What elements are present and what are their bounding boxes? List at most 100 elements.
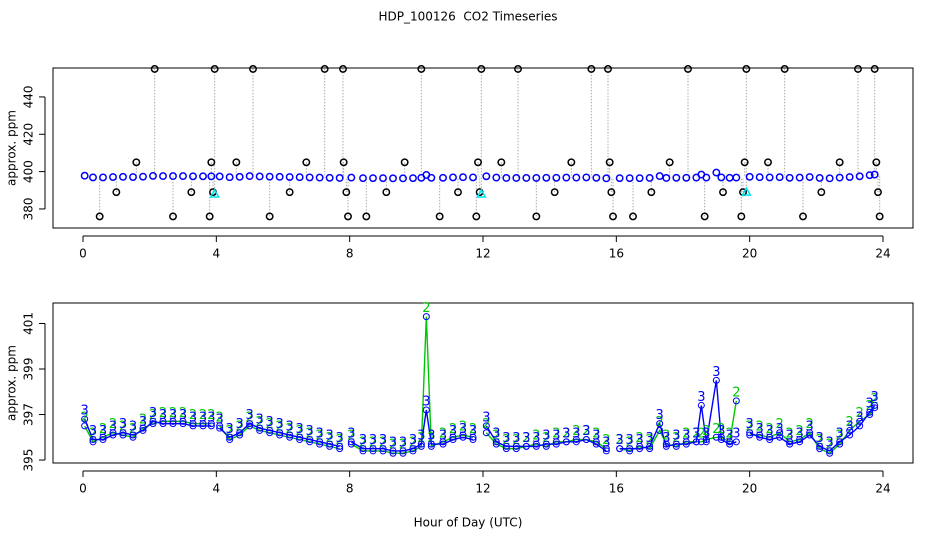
point <box>835 173 844 182</box>
point <box>249 64 257 73</box>
point-symbol: 2 <box>469 422 477 437</box>
point <box>854 64 862 73</box>
point <box>572 436 580 444</box>
x-axis-label: Hour of Day (UTC) <box>414 516 523 530</box>
point-symbol: 3 <box>469 424 477 439</box>
point <box>629 212 637 221</box>
point-symbol: 3 <box>256 413 264 428</box>
point <box>469 433 477 441</box>
point <box>119 431 127 439</box>
point-symbol: 3 <box>246 408 254 423</box>
point <box>417 442 425 450</box>
point-symbol: 3 <box>179 408 187 423</box>
x-tick-label: 8 <box>346 247 354 261</box>
point <box>870 64 879 73</box>
point-symbol: 3 <box>409 433 417 448</box>
point <box>326 442 334 450</box>
point-symbol: 3 <box>656 408 664 423</box>
point-symbol: 2 <box>216 410 224 425</box>
point <box>469 436 477 444</box>
point <box>199 420 207 428</box>
point <box>199 172 207 181</box>
point-symbol: 2 <box>149 408 157 423</box>
point <box>607 188 616 197</box>
point <box>129 433 137 441</box>
point <box>626 447 634 455</box>
point <box>635 174 644 183</box>
point <box>472 212 481 221</box>
point-symbol: 3 <box>856 410 864 425</box>
point <box>286 433 294 441</box>
point <box>871 401 879 409</box>
point-symbol: 2 <box>582 424 590 439</box>
point <box>359 447 367 455</box>
point <box>265 212 274 221</box>
point <box>474 158 482 167</box>
point <box>552 438 560 446</box>
point-symbol: 3 <box>636 433 644 448</box>
point <box>582 173 591 182</box>
point <box>226 433 234 441</box>
point <box>756 433 764 441</box>
point <box>335 174 344 182</box>
point <box>347 173 356 182</box>
point <box>379 174 387 183</box>
point <box>492 438 500 446</box>
point <box>89 436 97 444</box>
point <box>542 173 551 182</box>
point-symbol: 3 <box>149 406 157 421</box>
point-symbol: 2 <box>207 408 215 423</box>
point <box>276 429 284 437</box>
point <box>562 438 570 446</box>
point-symbol: 3 <box>296 422 304 437</box>
point <box>129 173 137 181</box>
y-tick-label: 400 <box>22 160 36 183</box>
point <box>389 174 397 183</box>
point-symbol: 3 <box>129 420 137 435</box>
x-tick-label: 0 <box>79 247 87 261</box>
point <box>409 445 417 453</box>
point-symbol: 2 <box>856 406 864 421</box>
point <box>435 212 444 221</box>
point <box>256 426 264 434</box>
point <box>417 440 425 448</box>
point <box>522 442 530 450</box>
point-symbol: 3 <box>119 417 127 432</box>
point <box>562 173 571 182</box>
x-tick-label: 12 <box>475 482 490 496</box>
point <box>776 433 784 441</box>
point <box>796 438 804 446</box>
point-symbol: 3 <box>616 433 624 448</box>
point-symbol: 2 <box>826 438 834 453</box>
point <box>320 64 329 73</box>
point <box>567 158 576 167</box>
point <box>399 447 407 455</box>
point <box>780 64 789 73</box>
point <box>316 438 324 446</box>
point <box>359 445 367 453</box>
point-symbol: 3 <box>776 422 784 437</box>
point <box>382 188 391 197</box>
point <box>592 440 600 448</box>
point <box>742 64 751 73</box>
point <box>187 188 196 197</box>
point <box>316 440 324 448</box>
point <box>682 440 690 448</box>
point <box>306 436 314 444</box>
series-line <box>84 380 876 452</box>
point-symbol: 3 <box>492 426 500 441</box>
point-symbol: 3 <box>226 422 234 437</box>
point <box>532 174 541 182</box>
point-symbol: 2 <box>439 426 447 441</box>
plot-frame <box>52 67 914 229</box>
point <box>732 397 740 405</box>
point-symbol: 2 <box>592 426 600 441</box>
point-symbol: 2 <box>726 426 734 441</box>
point-symbol: 3 <box>276 417 284 432</box>
point <box>766 433 774 441</box>
point <box>216 422 224 430</box>
point <box>662 442 670 450</box>
point <box>459 431 467 439</box>
point <box>339 64 347 73</box>
